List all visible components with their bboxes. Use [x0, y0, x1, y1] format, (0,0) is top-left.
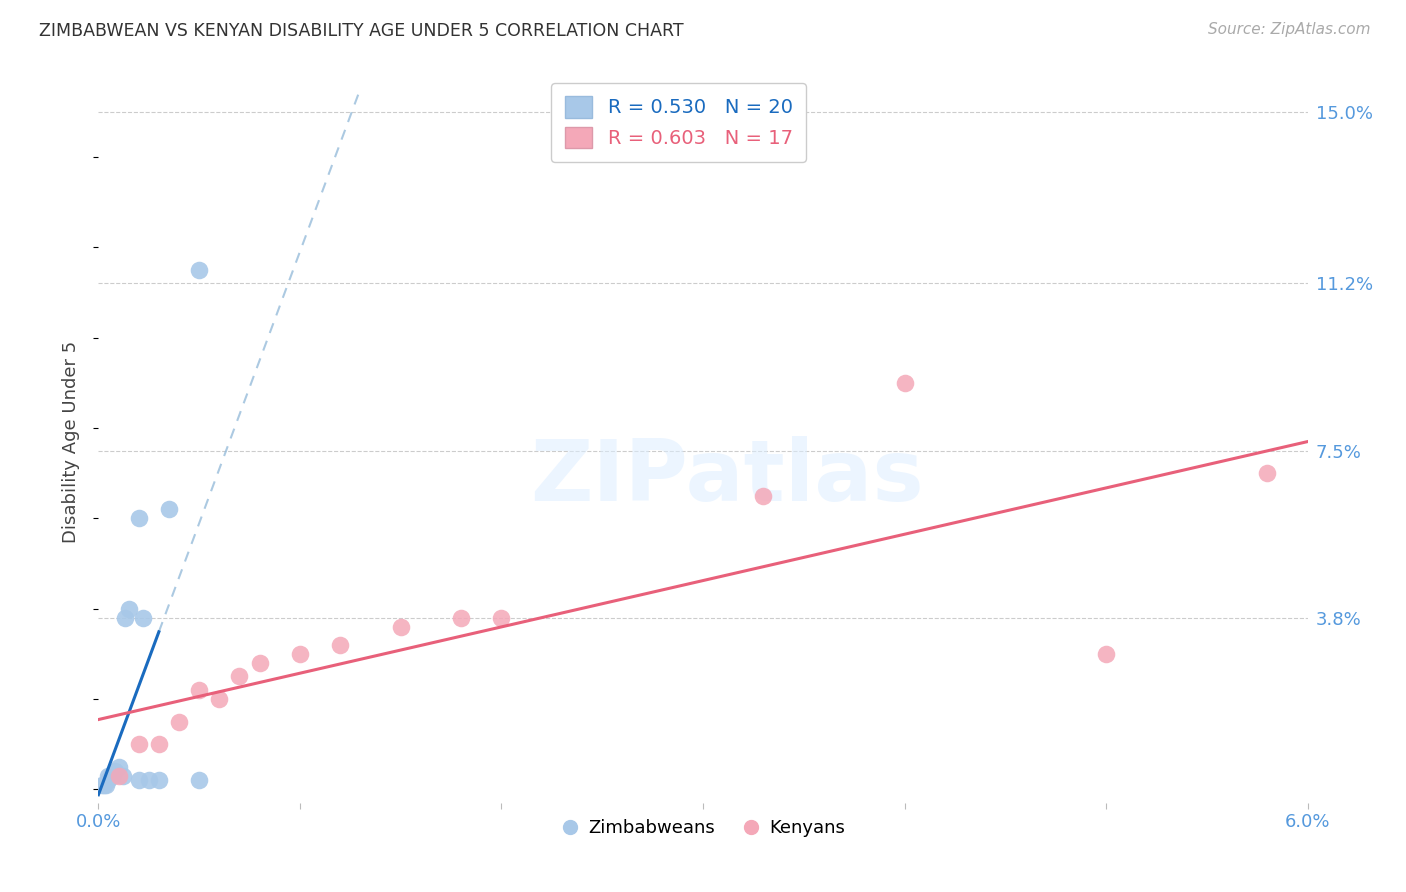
- Point: [491, 610, 513, 624]
- Point: [188, 682, 211, 697]
- Legend: Zimbabweans, Kenyans: Zimbabweans, Kenyans: [554, 812, 852, 845]
- Y-axis label: Disability Age Under 5: Disability Age Under 5: [62, 341, 80, 542]
- Point: [893, 376, 915, 390]
- Point: [148, 773, 170, 788]
- Point: [118, 601, 141, 615]
- Point: [96, 778, 118, 792]
- Point: [103, 764, 125, 779]
- Point: [97, 769, 120, 783]
- Text: ZIMBABWEAN VS KENYAN DISABILITY AGE UNDER 5 CORRELATION CHART: ZIMBABWEAN VS KENYAN DISABILITY AGE UNDE…: [39, 22, 683, 40]
- Point: [101, 769, 124, 783]
- Point: [128, 737, 150, 751]
- Point: [188, 263, 211, 277]
- Text: ZIPatlas: ZIPatlas: [530, 436, 924, 519]
- Point: [107, 760, 129, 774]
- Point: [114, 610, 136, 624]
- Point: [228, 669, 250, 683]
- Point: [91, 778, 114, 792]
- Point: [450, 610, 472, 624]
- Point: [389, 620, 412, 634]
- Point: [148, 737, 170, 751]
- Point: [100, 769, 122, 783]
- Point: [167, 714, 190, 729]
- Point: [249, 656, 271, 670]
- Point: [208, 692, 231, 706]
- Point: [128, 773, 150, 788]
- Point: [329, 638, 352, 652]
- Point: [1095, 647, 1118, 661]
- Point: [138, 773, 160, 788]
- Point: [188, 773, 211, 788]
- Point: [107, 769, 129, 783]
- Point: [132, 610, 155, 624]
- Point: [97, 773, 120, 788]
- Point: [288, 647, 311, 661]
- Point: [111, 769, 134, 783]
- Point: [1256, 466, 1278, 480]
- Point: [752, 489, 775, 503]
- Text: Source: ZipAtlas.com: Source: ZipAtlas.com: [1208, 22, 1371, 37]
- Point: [93, 778, 115, 792]
- Point: [128, 511, 150, 525]
- Point: [157, 502, 180, 516]
